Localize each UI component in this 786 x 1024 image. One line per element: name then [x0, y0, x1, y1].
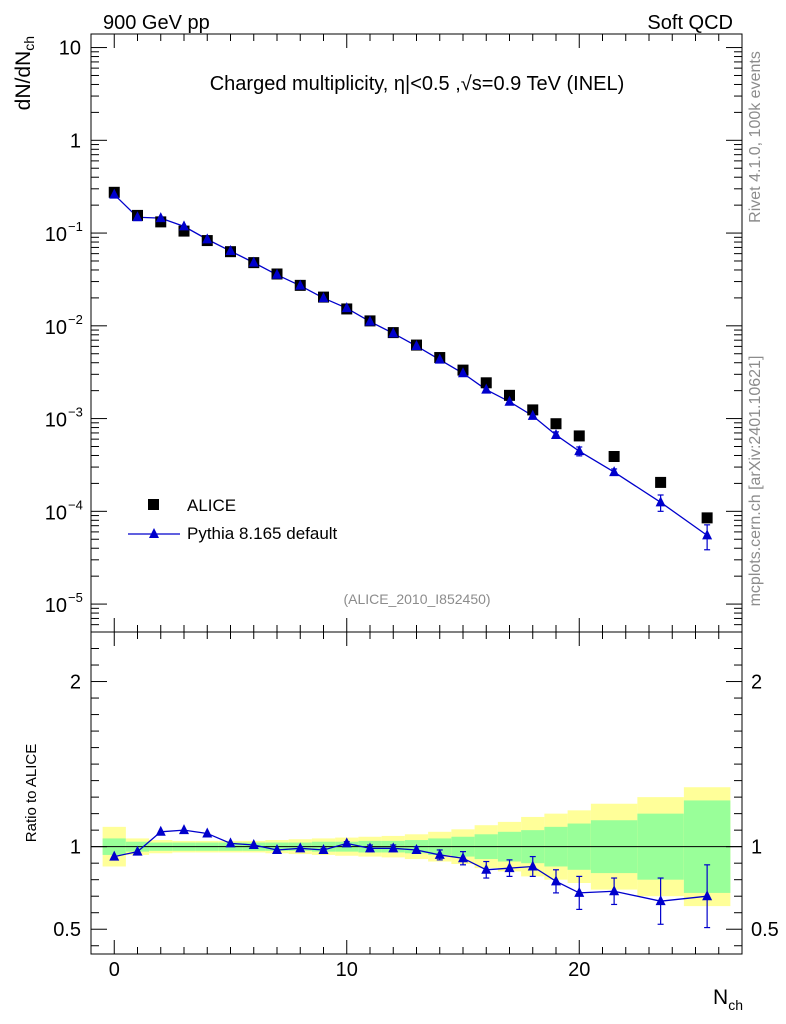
- header-left: 900 GeV pp: [103, 12, 210, 34]
- data-point: [573, 430, 585, 442]
- ratio-y-tick-label: 0.5: [53, 919, 81, 941]
- data-point: [655, 476, 667, 488]
- ratio-mc-point: [551, 875, 561, 886]
- main-y-tick-exponent: −4: [68, 497, 83, 512]
- ratio-mc-point: [458, 852, 468, 863]
- legend: ALICE Pythia 8.165 default: [128, 496, 338, 543]
- mc-point: [481, 383, 492, 394]
- ratio-mc-point: [702, 890, 713, 901]
- data-point: [550, 418, 562, 430]
- ratio-mc-point: [504, 862, 515, 873]
- ratio-mc-point: [574, 886, 585, 897]
- ratio-mc-point: [655, 895, 666, 906]
- ratio-mc-point: [411, 843, 422, 854]
- ratio-mc-point: [132, 845, 143, 856]
- main-y-tick-exponent: −5: [68, 590, 83, 605]
- ratio-mc-point: [202, 827, 213, 838]
- mc-point: [365, 315, 375, 326]
- data-point: [701, 512, 713, 524]
- main-title: Charged multiplicity, η|<0.5 ,√s=0.9 TeV…: [210, 73, 625, 95]
- ratio-mc-point: [109, 850, 120, 861]
- mc-point: [434, 353, 445, 364]
- legend-data-label: ALICE: [187, 496, 236, 515]
- mc-point: [388, 327, 399, 338]
- main-y-tick-label: 10: [45, 317, 67, 339]
- header-right: Soft QCD: [647, 12, 733, 34]
- ratio-mc-point: [179, 824, 189, 835]
- mc-point: [225, 245, 236, 256]
- data-point: [608, 451, 620, 463]
- mc-point: [202, 233, 213, 244]
- ratio-plot-panel: 0 10 20 0.5 0.5 1 1 2 2 Ratio to ALICE Nch: [23, 631, 779, 1013]
- data-point: [504, 389, 515, 401]
- mc-point: [132, 211, 143, 222]
- ratio-mc-point: [481, 863, 492, 874]
- main-y-tick-exponent: −2: [68, 312, 83, 327]
- ratio-mc-point: [155, 825, 166, 836]
- ratio-y-tick-label-right: 1: [751, 837, 762, 859]
- data-point: [480, 377, 492, 389]
- legend-mc-marker: [149, 528, 159, 538]
- ratio-mc-point: [388, 842, 399, 853]
- mc-point: [551, 429, 561, 440]
- legend-mc-label: Pythia 8.165 default: [187, 524, 338, 543]
- main-y-tick-label: 10: [45, 410, 67, 432]
- ratio-y-tick-label: 2: [70, 672, 81, 694]
- mc-point: [272, 268, 282, 279]
- mc-point: [341, 302, 352, 313]
- main-y-tick-label: 10: [45, 595, 67, 617]
- ratio-plot-frame: [90, 631, 743, 955]
- side-label-top: Rivet 4.1.0, 100k events: [747, 51, 764, 223]
- x-tick-label: 0: [109, 959, 120, 981]
- ratio-mc-point: [225, 837, 236, 848]
- main-y-tick-exponent: −1: [68, 219, 83, 234]
- side-label-bottom: mcplots.cern.ch [arXiv:2401.10621]: [747, 356, 764, 607]
- ratio-mc-point: [272, 843, 282, 854]
- main-y-tick-label: 10: [45, 502, 67, 524]
- main-y-tick-label: 10: [45, 224, 67, 246]
- ratio-y-tick-label-right: 2: [751, 672, 762, 694]
- ratio-mc-point: [341, 837, 352, 848]
- legend-data-marker: [148, 499, 159, 510]
- mc-point: [295, 279, 306, 290]
- analysis-id: (ALICE_2010_I852450): [343, 591, 490, 607]
- x-tick-label: 10: [336, 959, 358, 981]
- ratio-mc-point: [527, 860, 538, 871]
- mc-point: [248, 256, 259, 267]
- ratio-y-tick-label: 1: [70, 837, 81, 859]
- ratio-mc-point: [434, 848, 445, 859]
- ratio-mc-point: [295, 842, 306, 853]
- ratio-mc-point: [365, 842, 375, 853]
- mc-point: [527, 409, 538, 420]
- mc-point: [504, 395, 515, 406]
- mc-point: [702, 529, 713, 540]
- ratio-mc-point: [248, 839, 259, 850]
- main-y-tick-label: 10: [59, 38, 81, 60]
- data-point: [178, 225, 190, 237]
- ratio-y-axis-label: Ratio to ALICE: [23, 744, 40, 842]
- mc-point: [318, 292, 329, 303]
- main-y-axis-label: dN/dNch: [12, 36, 37, 110]
- ratio-mc-point: [609, 885, 620, 896]
- x-tick-label: 20: [568, 959, 590, 981]
- mc-point: [655, 496, 666, 507]
- main-y-tick-exponent: −3: [68, 405, 83, 420]
- mc-point: [179, 220, 189, 231]
- mc-point: [411, 340, 422, 351]
- ratio-y-tick-label-right: 0.5: [751, 919, 779, 941]
- mc-point: [609, 466, 620, 477]
- mc-point: [458, 367, 468, 378]
- ratio-mc-point: [318, 843, 329, 854]
- x-axis-label: Nch: [713, 986, 743, 1013]
- mc-point: [574, 445, 585, 456]
- mc-point: [109, 188, 120, 199]
- main-y-tick-label: 1: [70, 130, 81, 152]
- mc-point: [155, 212, 166, 223]
